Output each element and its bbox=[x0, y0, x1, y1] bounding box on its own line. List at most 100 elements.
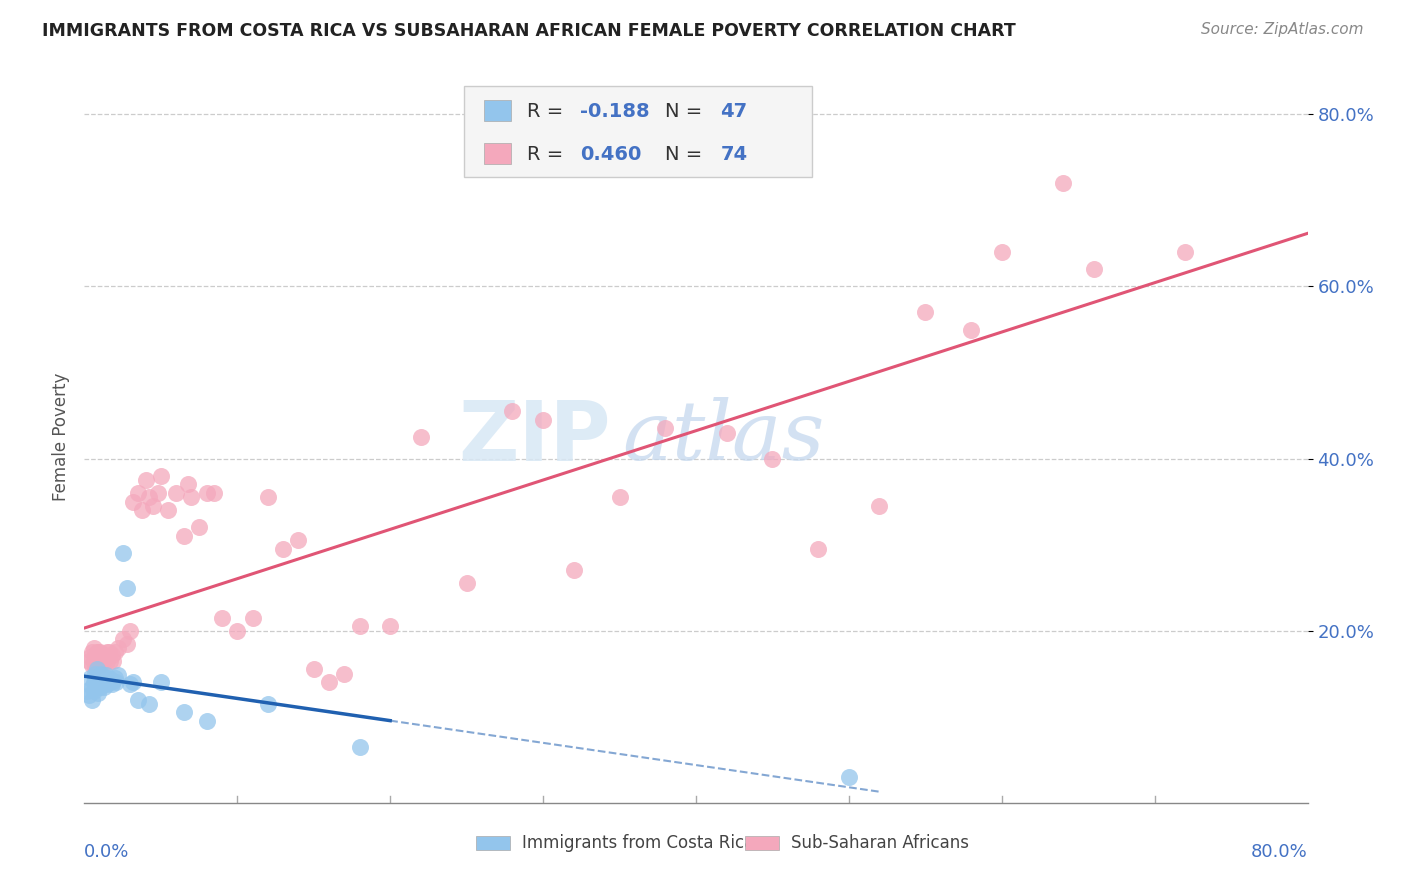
Point bbox=[127, 486, 149, 500]
Point bbox=[226, 624, 249, 638]
Point bbox=[98, 675, 121, 690]
Point bbox=[101, 648, 124, 662]
Text: 80.0%: 80.0% bbox=[1251, 843, 1308, 861]
Point bbox=[165, 486, 187, 500]
Point bbox=[562, 564, 585, 578]
Point bbox=[122, 494, 145, 508]
Point bbox=[609, 491, 631, 505]
Point bbox=[195, 486, 218, 500]
Point bbox=[80, 658, 103, 673]
Point bbox=[761, 451, 783, 466]
Point bbox=[89, 680, 111, 694]
Point bbox=[87, 651, 110, 665]
Point bbox=[380, 619, 402, 633]
FancyBboxPatch shape bbox=[475, 836, 510, 850]
Point bbox=[157, 503, 180, 517]
Point bbox=[105, 675, 128, 690]
Point bbox=[869, 499, 891, 513]
Point bbox=[1052, 176, 1074, 190]
Point bbox=[104, 645, 127, 659]
Point bbox=[93, 680, 115, 694]
FancyBboxPatch shape bbox=[464, 86, 813, 178]
Point bbox=[991, 245, 1014, 260]
Point bbox=[84, 666, 107, 681]
Point bbox=[76, 684, 98, 698]
Point bbox=[86, 645, 108, 659]
Point bbox=[107, 668, 129, 682]
Point bbox=[211, 611, 233, 625]
Point bbox=[91, 671, 114, 685]
Point bbox=[111, 546, 134, 560]
Point bbox=[86, 662, 108, 676]
Point bbox=[97, 671, 120, 685]
Point bbox=[349, 619, 371, 633]
Point bbox=[96, 677, 118, 691]
Point bbox=[84, 660, 107, 674]
Point bbox=[531, 413, 554, 427]
Text: Immigrants from Costa Rica: Immigrants from Costa Rica bbox=[522, 834, 755, 852]
Point bbox=[807, 541, 830, 556]
Point bbox=[177, 477, 200, 491]
Text: 47: 47 bbox=[720, 102, 748, 121]
Text: N =: N = bbox=[665, 102, 709, 121]
Point bbox=[84, 677, 107, 691]
Point bbox=[716, 425, 738, 440]
Point bbox=[87, 677, 110, 691]
Point bbox=[173, 529, 195, 543]
Point bbox=[1083, 262, 1105, 277]
Point bbox=[96, 654, 118, 668]
Point bbox=[93, 648, 115, 662]
Point bbox=[122, 675, 145, 690]
Point bbox=[257, 491, 280, 505]
Point bbox=[318, 675, 340, 690]
Point bbox=[502, 404, 524, 418]
Text: 0.0%: 0.0% bbox=[84, 843, 129, 861]
Point bbox=[79, 671, 101, 685]
FancyBboxPatch shape bbox=[484, 143, 512, 163]
Point bbox=[83, 640, 105, 655]
Point bbox=[456, 576, 478, 591]
Point bbox=[146, 486, 169, 500]
Point bbox=[93, 675, 115, 690]
Point bbox=[127, 692, 149, 706]
Point bbox=[257, 697, 280, 711]
Text: atlas: atlas bbox=[623, 397, 825, 477]
Point bbox=[94, 651, 117, 665]
Point bbox=[242, 611, 264, 625]
Point bbox=[86, 657, 108, 671]
Text: N =: N = bbox=[665, 145, 709, 163]
Point bbox=[90, 649, 112, 664]
Point bbox=[838, 770, 860, 784]
Point bbox=[180, 491, 202, 505]
Point bbox=[103, 673, 125, 688]
Point bbox=[1174, 245, 1197, 260]
Point bbox=[84, 671, 107, 685]
Point bbox=[960, 322, 983, 336]
Point bbox=[271, 541, 294, 556]
Point bbox=[83, 684, 105, 698]
Point bbox=[90, 666, 112, 681]
Point bbox=[195, 714, 218, 728]
Point bbox=[86, 673, 108, 688]
Point bbox=[89, 658, 111, 673]
FancyBboxPatch shape bbox=[745, 836, 779, 850]
Point bbox=[107, 640, 129, 655]
Point bbox=[202, 486, 225, 500]
Point bbox=[138, 491, 160, 505]
Point bbox=[90, 657, 112, 671]
Point bbox=[120, 624, 142, 638]
Point bbox=[654, 421, 676, 435]
Text: Sub-Saharan Africans: Sub-Saharan Africans bbox=[792, 834, 969, 852]
Text: 74: 74 bbox=[720, 145, 748, 163]
Point bbox=[173, 706, 195, 720]
Text: R =: R = bbox=[527, 102, 569, 121]
Text: -0.188: -0.188 bbox=[579, 102, 650, 121]
Point bbox=[188, 520, 211, 534]
Point bbox=[83, 654, 105, 668]
Point bbox=[103, 654, 125, 668]
Point bbox=[149, 675, 172, 690]
Point bbox=[84, 649, 107, 664]
Point bbox=[89, 668, 111, 682]
Point bbox=[80, 645, 103, 659]
Point bbox=[80, 680, 103, 694]
